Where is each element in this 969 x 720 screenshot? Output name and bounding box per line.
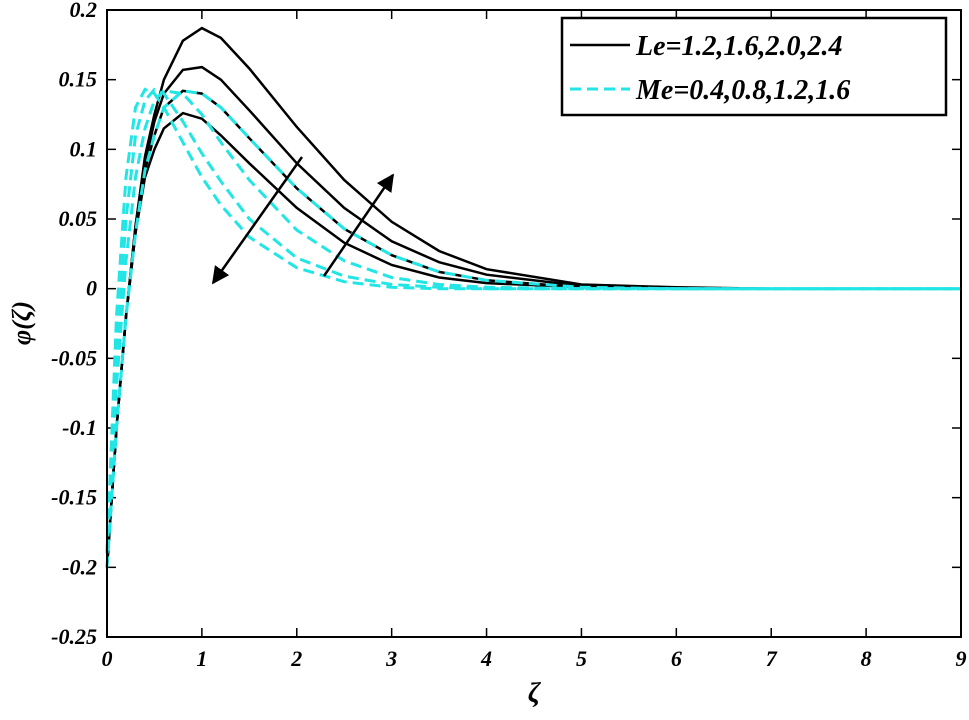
y-tick-label: 0.2 bbox=[70, 0, 98, 22]
x-tick-label: 3 bbox=[385, 646, 397, 671]
y-tick-label: -0.15 bbox=[51, 485, 97, 510]
x-tick-label: 0 bbox=[102, 646, 113, 671]
y-tick-label: -0.05 bbox=[51, 345, 97, 370]
x-tick-label: 2 bbox=[290, 646, 302, 671]
series-line bbox=[105, 89, 961, 554]
axes-box bbox=[106, 9, 962, 638]
x-tick-label: 9 bbox=[956, 646, 967, 671]
y-tick-label: 0.1 bbox=[70, 136, 98, 161]
annotation-arrow bbox=[211, 156, 304, 285]
y-tick-label: 0 bbox=[86, 276, 97, 301]
legend-box bbox=[560, 16, 948, 117]
y-tick-label: -0.2 bbox=[62, 554, 97, 579]
x-tick-label: 6 bbox=[671, 646, 682, 671]
y-axis-label: φ(ζ) bbox=[7, 301, 36, 345]
x-tick-label: 7 bbox=[766, 646, 778, 671]
x-tick-label: 8 bbox=[861, 646, 872, 671]
legend-label: Le=1.2,1.6,2.0,2.4 bbox=[635, 31, 843, 62]
x-axis-label: ζ bbox=[528, 678, 542, 709]
y-tick-label: -0.25 bbox=[51, 624, 97, 649]
legend-label: Me=0.4,0.8,1.2,1.6 bbox=[635, 75, 850, 106]
y-tick-label: 0.15 bbox=[59, 67, 98, 92]
x-tick-label: 4 bbox=[480, 646, 492, 671]
x-tick-label: 5 bbox=[576, 646, 587, 671]
annotation-arrow bbox=[322, 173, 395, 277]
x-tick-label: 1 bbox=[196, 646, 207, 671]
y-tick-label: -0.1 bbox=[62, 415, 97, 440]
y-tick-label: 0.05 bbox=[59, 206, 98, 231]
